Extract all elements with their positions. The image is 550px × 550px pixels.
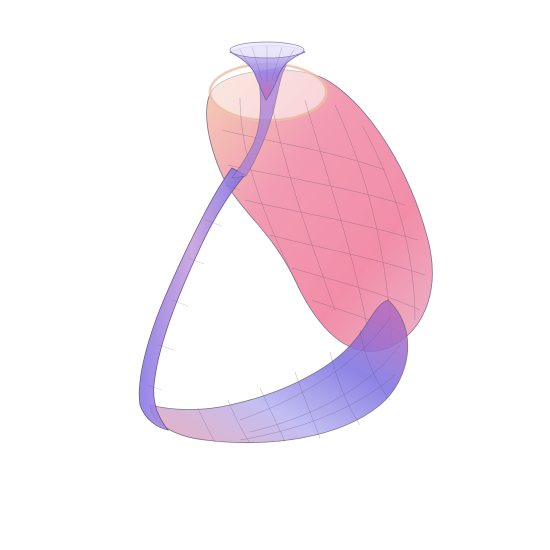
top-funnel [229, 41, 306, 101]
upper-bulb [206, 62, 433, 352]
lower-curved-tube [149, 299, 409, 444]
inner-neck [231, 65, 287, 179]
neck-tube [138, 167, 246, 431]
